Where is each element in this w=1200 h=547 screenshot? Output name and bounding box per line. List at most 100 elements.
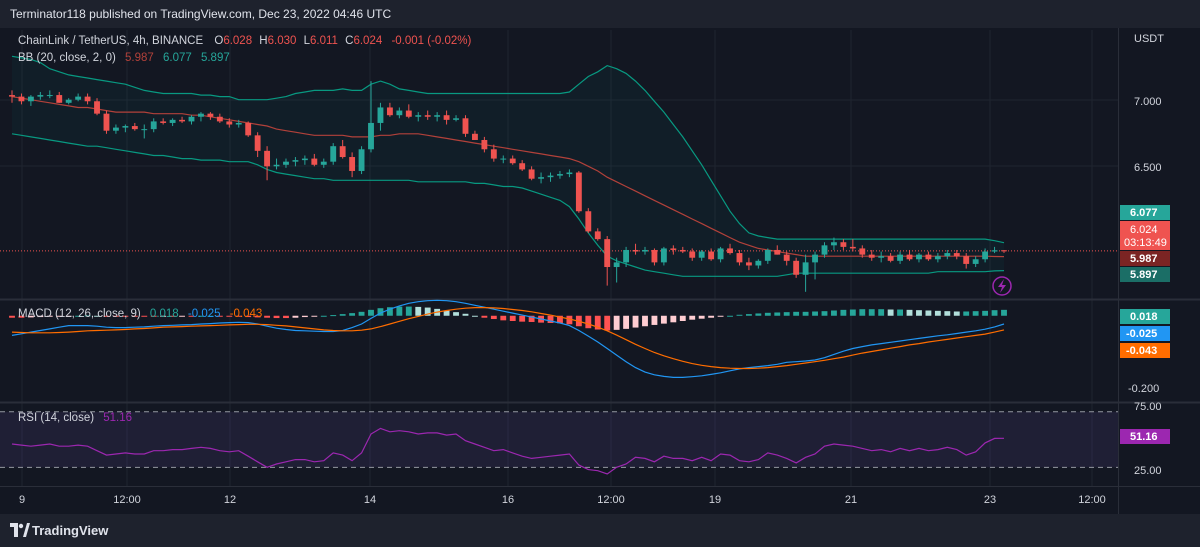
macd-histogram-bar xyxy=(604,315,611,331)
macd-histogram-bar xyxy=(745,314,752,316)
badge-macd-line: -0.025 xyxy=(1120,326,1170,341)
rsi-pane[interactable] xyxy=(0,411,1118,475)
badge-last-price: 6.024 03:13:49 xyxy=(1120,221,1170,250)
badge-bb-lower: 5.897 xyxy=(1120,267,1170,282)
macd-histogram-bar xyxy=(812,311,818,316)
candle-body xyxy=(349,157,356,171)
candle-body xyxy=(651,249,658,263)
macd-histogram-bar xyxy=(216,315,223,317)
macd-line xyxy=(11,299,1005,378)
macd-histogram-bar xyxy=(481,315,488,318)
candle-body xyxy=(368,122,374,150)
candle-body xyxy=(179,119,185,122)
candle-body xyxy=(972,259,979,264)
time-label: 12 xyxy=(224,494,236,506)
macd-histogram-bar xyxy=(963,311,970,316)
macd-histogram-bar xyxy=(273,315,280,319)
candle-body xyxy=(94,101,100,114)
macd-histogram-bar xyxy=(717,315,724,317)
candle-body xyxy=(849,246,856,249)
bb-basis-line xyxy=(11,96,1005,258)
macd-histogram-bar xyxy=(65,315,72,317)
badge-macd-signal: -0.043 xyxy=(1120,343,1170,358)
price-tick-6500: 6.500 xyxy=(1134,162,1162,174)
legend-macd-label: MACD (12, 26, close, 9) xyxy=(18,308,141,320)
macd-histogram-bar xyxy=(179,315,185,317)
macd-histogram-bar xyxy=(453,312,459,316)
macd-histogram-bar xyxy=(953,311,960,316)
candle-body xyxy=(424,115,431,117)
macd-histogram-bar xyxy=(887,309,894,316)
legend-close: 6.024 xyxy=(353,35,382,47)
candle-body xyxy=(727,248,733,254)
candle-body xyxy=(982,251,989,260)
candle-body xyxy=(831,242,837,246)
macd-histogram-bar xyxy=(831,310,837,316)
macd-histogram-bar xyxy=(972,311,979,316)
macd-histogram-bar xyxy=(944,311,951,316)
macd-histogram-bar xyxy=(859,309,866,316)
candle-body xyxy=(736,253,743,263)
time-label: 19 xyxy=(709,494,721,506)
candle-body xyxy=(528,169,535,179)
macd-histogram-bar xyxy=(462,313,469,316)
candle-body xyxy=(566,172,573,175)
footer-brand[interactable]: TradingView xyxy=(32,523,109,538)
svg-text:RSI (14, close) 51.16: RSI (14, close) 51.16 xyxy=(18,412,132,424)
legend-rsi-label: RSI (14, close) xyxy=(18,412,94,424)
candle-body xyxy=(9,95,15,97)
candle-body xyxy=(216,116,223,122)
macd-histogram-bar xyxy=(906,309,913,316)
macd-histogram-bar xyxy=(982,310,989,316)
macd-histogram-bar xyxy=(103,315,110,317)
macd-histogram-bar xyxy=(849,309,856,316)
badge-bb-upper-text: 6.077 xyxy=(1130,207,1158,219)
candle-body xyxy=(547,175,554,178)
tradingview-logo-icon[interactable] xyxy=(10,523,30,537)
price-pane[interactable] xyxy=(0,55,1118,292)
candle-body xyxy=(226,121,233,125)
candle-body xyxy=(679,249,686,252)
legend-bb-basis: 5.987 xyxy=(125,52,154,64)
macd-histogram-bar xyxy=(27,315,34,318)
macd-histogram-bar xyxy=(264,315,271,318)
candle-body xyxy=(802,262,809,275)
badge-macd-hist: 0.018 xyxy=(1120,309,1170,324)
candle-body xyxy=(925,254,932,260)
candle-body xyxy=(141,129,148,131)
macd-histogram-bar xyxy=(358,311,365,316)
macd-histogram-bar xyxy=(226,315,233,317)
macd-signal-line xyxy=(11,307,1005,370)
badge-countdown-text: 03:13:49 xyxy=(1124,237,1167,249)
candle-body xyxy=(944,253,951,257)
candle-body xyxy=(311,158,318,165)
candle-body xyxy=(859,248,866,255)
legend-bb-upper: 6.077 xyxy=(163,52,192,64)
candle-body xyxy=(538,177,544,179)
macd-pane[interactable] xyxy=(9,299,1007,378)
legend-macd-signal: -0.043 xyxy=(230,308,263,320)
candle-body xyxy=(745,262,752,266)
candle-body xyxy=(443,115,450,120)
lightning-icon[interactable] xyxy=(992,276,1012,296)
macd-histogram-bar xyxy=(131,315,138,317)
macd-histogram-bar xyxy=(689,315,696,320)
candle-body xyxy=(131,126,138,130)
candle-body xyxy=(292,160,299,162)
macd-histogram-bar xyxy=(925,310,932,316)
macd-histogram-bar xyxy=(292,315,299,318)
macd-histogram-bar xyxy=(500,315,507,321)
candle-body xyxy=(264,150,271,167)
candle-body xyxy=(396,110,403,116)
legend-symbol: ChainLink / TetherUS, 4h, BINANCE xyxy=(18,35,203,47)
candle-body xyxy=(698,251,705,258)
candle-body xyxy=(283,161,289,165)
candle-body xyxy=(793,260,800,275)
macd-histogram-bar xyxy=(1001,309,1007,316)
candle-body xyxy=(755,260,762,266)
candle-body xyxy=(868,254,875,258)
candle-body xyxy=(991,250,998,252)
candle-body xyxy=(122,126,129,128)
macd-histogram-bar xyxy=(405,306,412,316)
